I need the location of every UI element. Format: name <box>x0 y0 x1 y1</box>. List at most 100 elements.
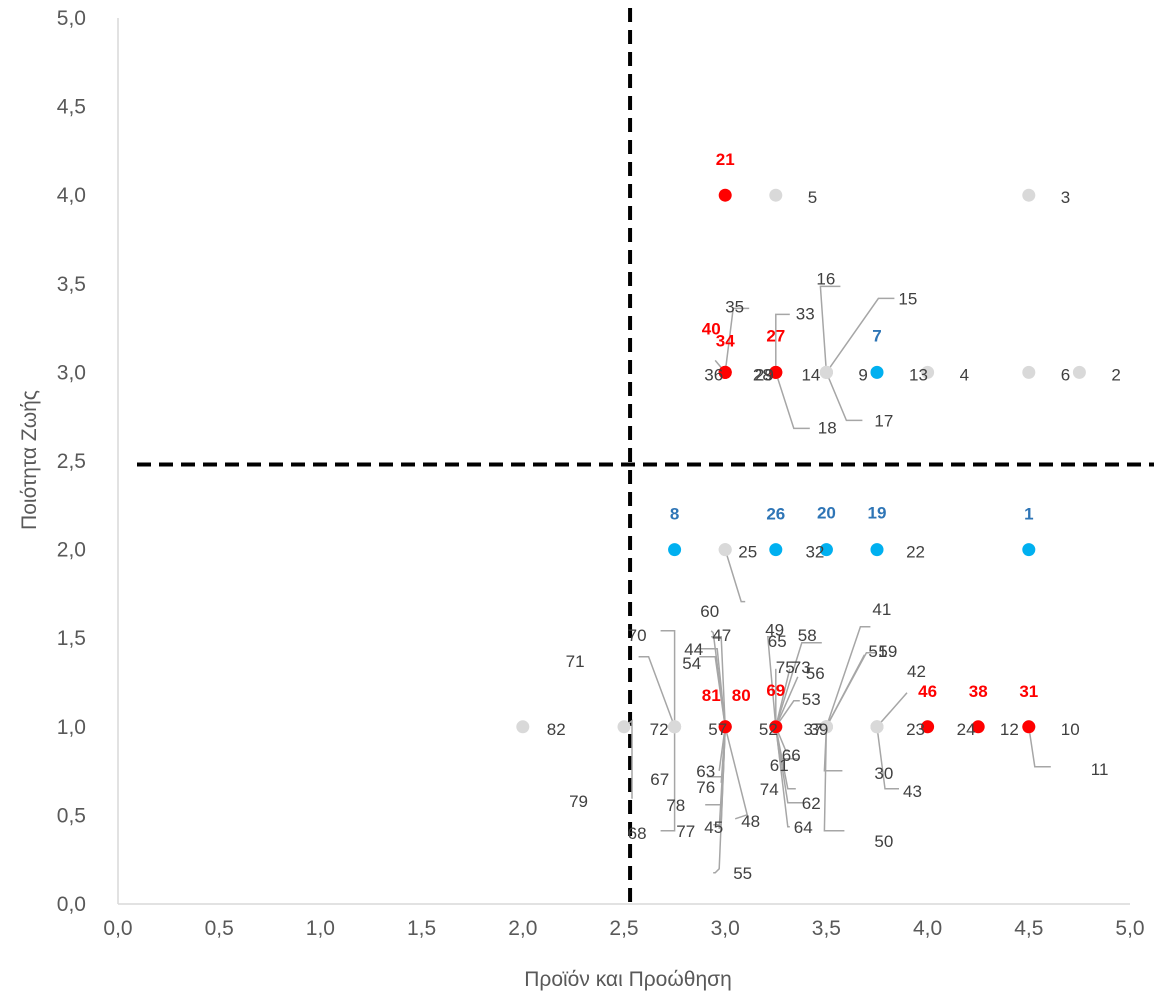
leader-line-17 <box>825 372 863 422</box>
leader-line-70 <box>660 630 676 727</box>
leader-line-74 <box>775 726 796 790</box>
data-label-23: 23 <box>906 720 925 739</box>
leader-line-65 <box>766 636 777 727</box>
data-point-21 <box>718 188 732 202</box>
x-tick-label: 2,5 <box>609 917 638 940</box>
data-point-31 <box>1022 720 1036 734</box>
leader-line-16 <box>819 285 841 373</box>
data-point-59 <box>819 720 833 734</box>
data-label-70: 70 <box>628 626 647 645</box>
data-label-57: 57 <box>708 720 727 739</box>
data-point-49 <box>718 543 732 557</box>
leader-line-71 <box>638 656 676 728</box>
x-tick-label: 5,0 <box>1115 917 1144 940</box>
data-label-51: 51 <box>868 642 887 661</box>
data-label-47: 47 <box>712 626 731 645</box>
data-label-7: 7 <box>872 326 881 345</box>
data-label-32: 32 <box>805 543 824 562</box>
leader-line-73 <box>775 668 791 727</box>
leader-lines <box>623 285 1051 874</box>
data-label-46: 46 <box>918 682 937 701</box>
data-label-12: 12 <box>1000 720 1019 739</box>
x-axis-title: Προϊόν και Προώθηση <box>524 968 732 991</box>
leader-line-35 <box>724 307 750 373</box>
leader-line-64 <box>775 726 790 828</box>
data-point-6 <box>1022 365 1036 379</box>
data-label-75: 75 <box>776 658 795 677</box>
data-label-31: 31 <box>1019 682 1038 701</box>
data-label-48: 48 <box>741 812 760 831</box>
leader-line-41 <box>825 626 871 728</box>
x-tick-label: 1,5 <box>407 917 436 940</box>
data-point-17 <box>819 365 833 379</box>
data-label-38: 38 <box>969 682 988 701</box>
data-label-54: 54 <box>682 654 701 673</box>
data-point-40 <box>718 365 732 379</box>
data-label-79: 79 <box>569 792 588 811</box>
leader-line-33 <box>775 313 790 373</box>
data-label-60: 60 <box>700 602 719 621</box>
y-tick-label: 3,0 <box>57 361 86 384</box>
y-axis-title: Ποιότητα Ζωής <box>18 390 41 530</box>
data-point-38 <box>971 720 985 734</box>
data-label-40: 40 <box>702 319 721 338</box>
data-label-2: 2 <box>1111 365 1120 384</box>
data-label-74: 74 <box>760 780 779 799</box>
data-point-5 <box>769 188 783 202</box>
data-label-4: 4 <box>960 365 969 384</box>
leader-line-78 <box>705 726 726 806</box>
data-point-3 <box>1022 188 1036 202</box>
data-label-68: 68 <box>628 824 647 843</box>
data-label-37: 37 <box>803 720 822 739</box>
x-tick-label: 3,5 <box>812 917 841 940</box>
leader-line-68 <box>660 726 676 832</box>
data-label-73: 73 <box>792 658 811 677</box>
x-tick-label: 2,0 <box>508 917 537 940</box>
data-label-67: 67 <box>650 770 669 789</box>
y-tick-label: 5,0 <box>57 7 86 30</box>
data-label-45: 45 <box>704 818 723 837</box>
data-point-8 <box>668 543 682 557</box>
data-point-33 <box>769 365 783 379</box>
data-label-19: 19 <box>868 504 887 523</box>
data-label-81: 81 <box>702 686 721 705</box>
data-label-9: 9 <box>858 365 867 384</box>
data-label-26: 26 <box>766 505 785 524</box>
data-point-26 <box>769 543 783 557</box>
data-point-1 <box>1022 543 1036 557</box>
data-label-35: 35 <box>725 297 744 316</box>
data-label-80: 80 <box>732 686 751 705</box>
data-point-7 <box>870 365 884 379</box>
data-label-82: 82 <box>547 720 566 739</box>
x-tick-label: 0,0 <box>103 917 132 940</box>
data-label-5: 5 <box>808 188 817 207</box>
data-label-6: 6 <box>1061 365 1070 384</box>
data-label-27: 27 <box>766 326 785 345</box>
data-label-52: 52 <box>759 720 778 739</box>
x-tick-label: 3,0 <box>711 917 740 940</box>
y-tick-label: 1,5 <box>57 627 86 650</box>
data-label-28: 28 <box>753 365 772 384</box>
data-label-24: 24 <box>957 720 976 739</box>
data-point-46 <box>921 720 935 734</box>
leader-line-43 <box>876 726 899 790</box>
data-label-64: 64 <box>794 818 813 837</box>
data-label-44: 44 <box>684 640 703 659</box>
data-label-50: 50 <box>874 832 893 851</box>
data-label-49: 49 <box>765 621 784 640</box>
data-label-76: 76 <box>696 778 715 797</box>
leader-line-66 <box>775 726 790 752</box>
y-tick-label: 2,0 <box>57 539 86 562</box>
data-label-18: 18 <box>818 418 837 437</box>
data-label-16: 16 <box>816 269 835 288</box>
axes: 0,0 0,5 1,0 1,5 2,0 2,5 3,0 3,5 4,0 4,5 5,0 0,0 0,5 1… <box>57 7 1145 940</box>
data-label-78: 78 <box>666 796 685 815</box>
data-points <box>516 188 1086 734</box>
data-label-13: 13 <box>909 365 928 384</box>
leader-line-42 <box>876 692 908 728</box>
data-label-56: 56 <box>806 664 825 683</box>
data-point-4 <box>921 365 935 379</box>
y-tick-label: 3,5 <box>57 273 86 296</box>
